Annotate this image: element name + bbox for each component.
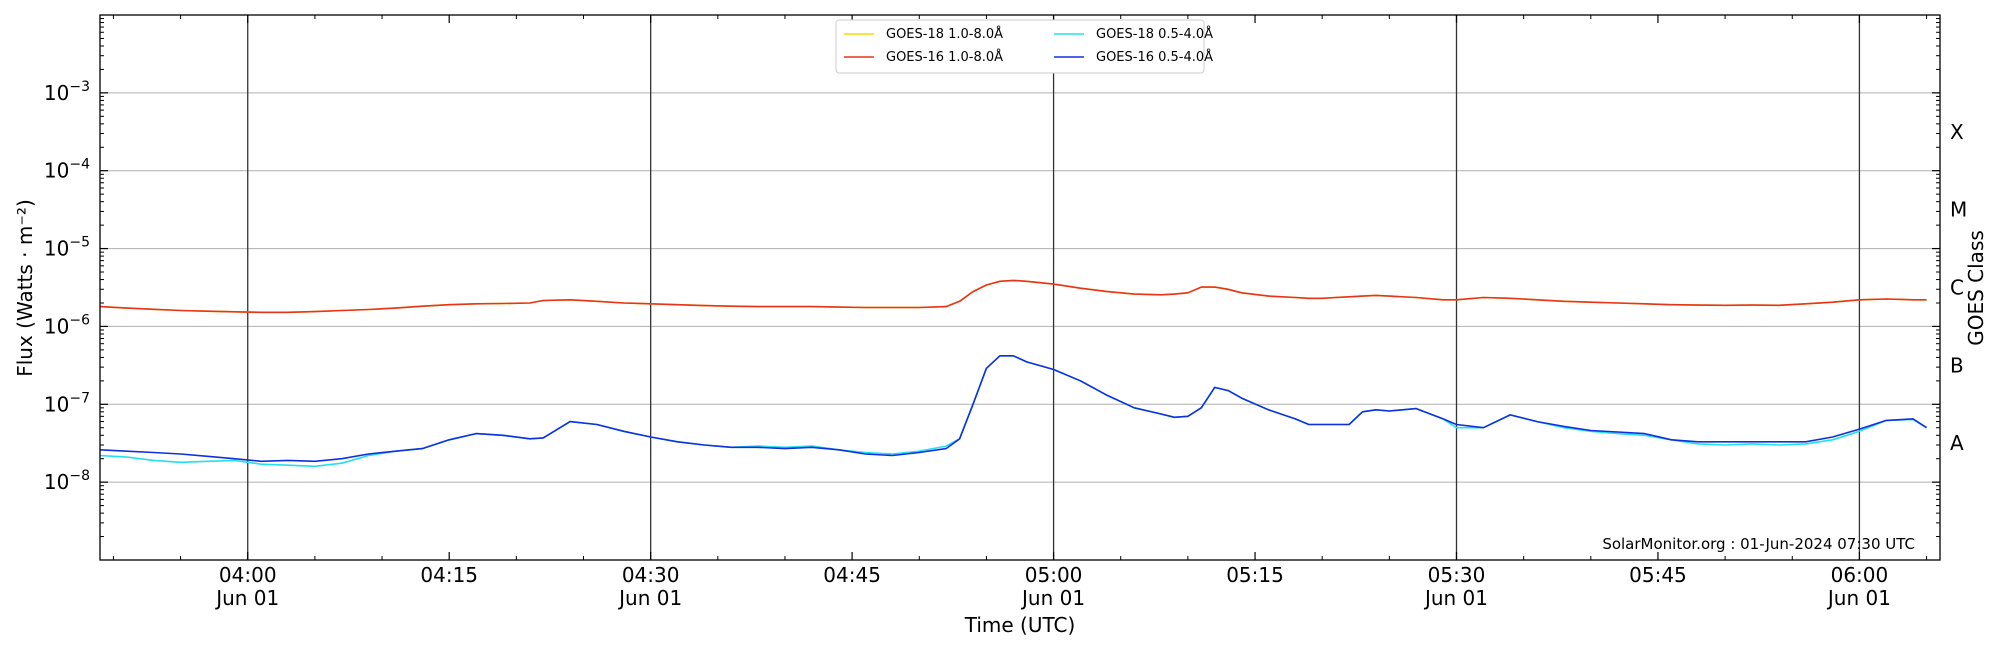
y-tick-base: 10 [44,314,69,338]
x-tick-date-label: Jun 01 [617,586,682,610]
x-tick-label: 04:45 [823,563,881,587]
y-tick-label: 10−3 [44,79,90,105]
y-tick-base: 10 [44,237,69,261]
x-tick-label: 05:45 [1629,563,1687,587]
goes-class-label: B [1950,353,1964,377]
x-tick-date-label: Jun 01 [1826,586,1891,610]
tick-layer [100,15,1940,560]
y-tick-label: 10−8 [44,468,90,494]
y-tick-base: 10 [44,392,69,416]
plot-frame [99,14,1941,561]
series-line-3 [99,354,1928,463]
legend-label-0: GOES-18 1.0-8.0Å [886,26,1003,42]
y-axis-title: Flux (Watts · m⁻²) [13,199,37,377]
series-line-1 [99,279,1927,314]
y-tick-label: 10−7 [44,390,90,416]
x-tick-label: 04:15 [420,563,478,587]
y-tick-label: 10−5 [44,235,90,261]
source-annotation: SolarMonitor.org : 01-Jun-2024 07:30 UTC [1602,535,1915,553]
y-tick-exponent: −7 [69,390,90,406]
y-tick-label: 10−6 [44,312,90,338]
goes-class-label: C [1950,276,1964,300]
y-tick-exponent: −8 [69,468,90,484]
y-tick-base: 10 [44,81,69,105]
goes-class-label: M [1950,198,1967,222]
goes-class-label: X [1950,120,1964,144]
legend-label-2: GOES-18 0.5-4.0Å [1096,26,1213,42]
goes-class-labels: A B C M X [1950,120,1967,455]
y-tick-base: 10 [44,470,69,494]
x-tick-label: 05:30 [1428,563,1486,587]
x-tick-label: 06:00 [1831,563,1889,587]
x-tick-date-label: Jun 01 [1423,586,1488,610]
x-tick-label: 04:30 [622,563,680,587]
y-tick-exponent: −5 [69,235,90,251]
goes-class-label: A [1950,431,1964,455]
y-tick-base: 10 [44,159,69,183]
y-tick-label: 10−4 [44,157,90,183]
x-tick-label: 04:00 [219,563,277,587]
legend-label-1: GOES-16 1.0-8.0Å [886,49,1003,65]
x-tick-date-label: Jun 01 [214,586,279,610]
legend-box [835,19,1205,74]
legend: GOES-18 1.0-8.0Å GOES-16 1.0-8.0Å GOES-18 … [835,19,1213,74]
x-tick-date-label: Jun 01 [1020,586,1085,610]
y-tick-exponent: −6 [69,312,90,328]
vertical-time-lines [247,15,1861,560]
series-layer [99,279,1928,468]
x-axis-title: Time (UTC) [964,613,1076,637]
grid-layer [100,92,1940,483]
y-tick-exponent: −4 [69,157,90,173]
legend-label-3: GOES-16 0.5-4.0Å [1096,49,1213,65]
y-tick-exponent: −3 [69,79,90,95]
x-tick-label: 05:15 [1226,563,1284,587]
x-tick-label: 05:00 [1025,563,1083,587]
y2-axis-title: GOES Class [1964,230,1988,346]
